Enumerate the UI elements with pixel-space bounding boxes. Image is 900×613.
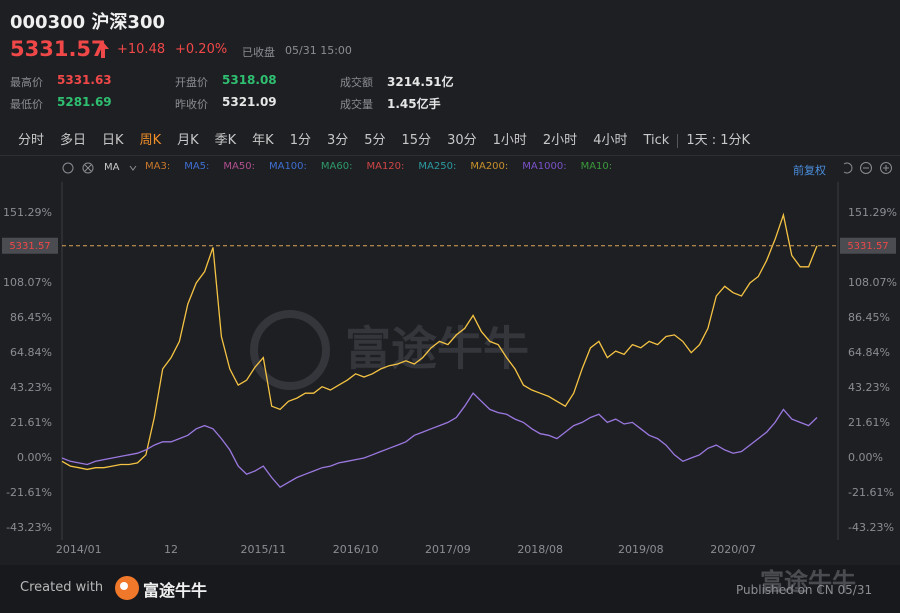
tab-divider [677,134,679,148]
tab[interactable]: 4小时 [593,133,628,148]
series-line [61,212,818,471]
watermark-logo [250,310,330,390]
stat-value: 3214.51亿 [387,75,454,89]
y-tick-label: 86.45% [10,311,52,324]
ma-item[interactable]: MA60: [320,161,353,172]
x-tick-label: 2019/08 [618,543,664,556]
ma-item[interactable]: MA200: [470,161,509,172]
y-tick-label: 64.84% [10,346,52,359]
created-with: Created with [20,580,104,595]
stat-label: 最高价 [10,76,43,89]
change-pct: +0.20% [175,42,228,57]
ma-item[interactable]: MA50: [223,161,255,172]
tab[interactable]: 分时 [18,133,45,148]
watermark: 富途牛牛 [345,322,529,376]
stat-value: 5281.69 [57,95,112,109]
chart: 富途牛牛 151.29% 151.29% 108.07% 108.07% 86.45% 8… [2,182,897,556]
change: +10.48 [117,42,166,57]
status: 已收盘 [242,46,275,59]
ma-item[interactable]: MA100: [268,161,307,172]
tab-extra[interactable]: 1天 : 1分K [686,133,751,148]
tab[interactable]: 5分 [364,133,386,148]
ma-item[interactable]: MA10: [580,161,613,172]
y-tick-label: 0.00% [17,451,52,464]
y2-tick-label: -43.23% [848,521,894,534]
tab[interactable]: 30分 [447,133,477,148]
stat-value: 5318.08 [222,73,277,87]
y2-tick-label: 86.45% [848,311,890,324]
time: 05/31 15:00 [285,44,352,57]
x-tick-label: 2017/09 [425,543,471,556]
y-tick-label: -43.23% [6,521,52,534]
y2-tick-label: 0.00% [848,451,883,464]
tab[interactable]: 15分 [401,133,432,148]
x-tick-label: 2015/11 [240,543,286,556]
stat-value: 5331.63 [57,73,112,87]
tab[interactable]: 季K [214,133,237,148]
tab[interactable]: 多日 [60,133,87,148]
stat-label: 成交量 [340,98,373,111]
ma-icons [62,162,137,174]
ma-item[interactable]: MA120: [366,161,405,172]
stat-label: 昨收价 [175,98,208,111]
tab[interactable]: 1小时 [492,133,527,148]
tab[interactable]: 1分 [289,133,311,148]
ma-bar: MA3: MA5: MA50: MA100: MA60: MA120: MA250: MA20… [145,161,626,172]
adjust[interactable]: 前复权 [793,164,826,177]
ref-label-bg [840,237,896,254]
ma-item[interactable]: MA1000: [522,161,567,172]
x-tick-label: 2020/07 [710,543,756,556]
y-tick-label: 21.61% [10,416,52,429]
stat-label: 最低价 [10,98,43,111]
brand: 富途牛牛 [143,581,208,600]
ma-selector[interactable]: MA [104,162,120,173]
corner-watermark: 富途牛牛 [760,568,856,596]
x-tick-label: 2014/01 [56,543,102,556]
y-tick-label: -21.61% [6,486,52,499]
tabs: 分时 多日 日K 周K 月K 季K 年K 1分 3分 5分 15分 30分 1小时 2小时 4小时 Tick 1… [10,130,758,152]
ma-item[interactable]: MA250: [418,161,457,172]
title-row: 000300 沪深300 [10,8,165,34]
tab[interactable]: Tick [643,133,670,148]
x-tick-label: 2016/10 [333,543,379,556]
y2-tick-label: 43.23% [848,381,890,394]
stat-value: 1.45亿手 [387,97,441,111]
y2-tick-label: 108.07% [848,276,897,289]
y2-tick-label: -21.61% [848,486,894,499]
price: 5331.57 [10,37,106,61]
published: Published on CN 05/31 [736,583,873,597]
ref-label: 5331.57 [847,241,888,252]
code: 000300 [10,12,86,33]
tab[interactable]: 周K [139,133,162,148]
y2-tick-label: 64.84% [848,346,890,359]
stat-label: 成交额 [340,76,373,89]
series-line [61,392,818,489]
zoom-icons [843,162,892,174]
divider [0,155,900,156]
footer [0,565,900,613]
ma-item[interactable]: MA5: [184,161,210,172]
tab[interactable]: 月K [177,133,199,148]
stat-label: 开盘价 [175,76,208,89]
tab[interactable]: 3分 [326,133,349,148]
x-tick-label: 12 [164,543,178,556]
y2-tick-label: 21.61% [848,416,890,429]
ref-label-bg [2,237,58,254]
y-tick-label: 108.07% [3,276,52,289]
up-arrow [97,42,109,58]
brand-logo [115,576,139,600]
ma-item[interactable]: MA3: [145,161,171,172]
x-tick-label: 2018/08 [517,543,563,556]
tab[interactable]: 2小时 [542,133,578,148]
y-tick-label: 43.23% [10,381,52,394]
tab[interactable]: 日K [102,133,124,148]
ref-label: 5331.57 [9,241,50,252]
tab[interactable]: 年K [252,133,274,148]
y-tick-label: 151.29% [3,206,52,219]
y2-tick-label: 151.29% [848,206,897,219]
stat-value: 5321.09 [222,95,277,109]
name: 沪深300 [91,12,166,33]
